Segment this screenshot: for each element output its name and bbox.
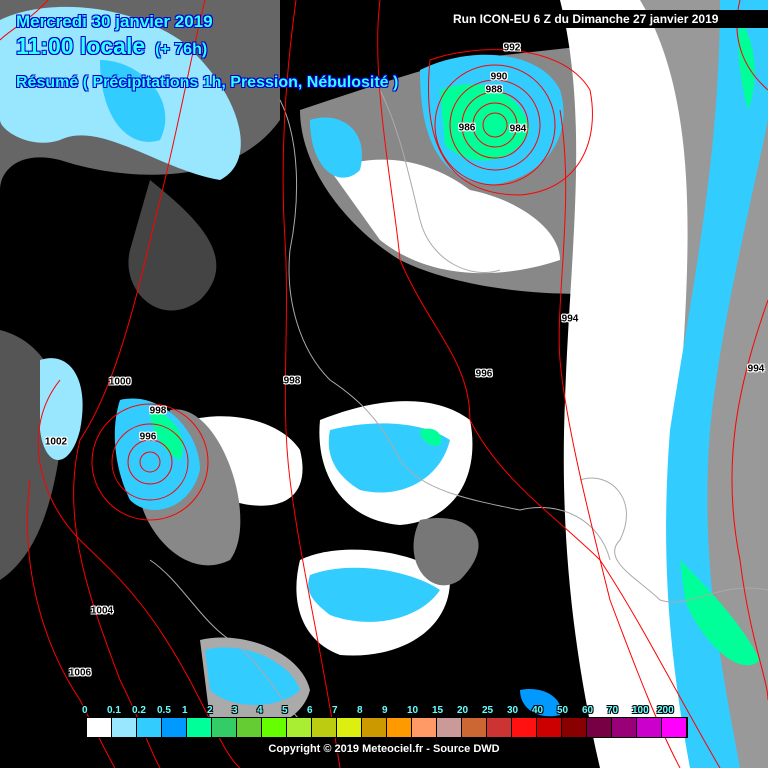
legend-label: 0 [82, 705, 88, 716]
isobar-label: 994 [747, 363, 765, 375]
local-time: 11:00 locale [16, 33, 146, 59]
legend-swatch [637, 718, 662, 737]
legend-swatch [387, 718, 412, 737]
legend-label: 5 [282, 705, 288, 716]
legend-label: 200 [657, 705, 674, 716]
legend-swatch [562, 718, 587, 737]
legend-label: 50 [557, 705, 569, 716]
legend-color-scale [86, 717, 688, 738]
forecast-date: Mercredi 30 janvier 2019 [16, 12, 213, 31]
legend-swatch [512, 718, 537, 737]
legend-label: 100 [632, 705, 649, 716]
legend-label: 25 [482, 705, 494, 716]
legend-swatch [187, 718, 212, 737]
legend-label: 6 [307, 705, 313, 716]
legend-label: 10 [407, 705, 419, 716]
legend-labels: 0 0.1 0.2 0.5 1 2 3 4 5 6 7 8 9 10 15 20 25 30 40 50 60 70 100… [82, 705, 688, 716]
legend-label: 8 [357, 705, 363, 716]
isobar-label: 1006 [68, 667, 92, 679]
isobar-label: 986 [458, 122, 476, 134]
legend-swatch [362, 718, 387, 737]
legend-swatch [412, 718, 437, 737]
legend-swatch [612, 718, 637, 737]
legend-swatch [487, 718, 512, 737]
copyright: Copyright © 2019 Meteociel.fr - Source D… [268, 743, 500, 755]
isobar-label: 990 [490, 71, 508, 83]
legend-label: 60 [582, 705, 594, 716]
legend-label: 15 [432, 705, 444, 716]
precipitation-legend: 0 0.1 0.2 0.5 1 2 3 4 5 6 7 8 9 10 15 20 25 30 40 50 60 70 100… [82, 705, 688, 738]
legend-swatch [662, 718, 687, 737]
isobar-label: 992 [503, 42, 521, 54]
legend-swatch [162, 718, 187, 737]
coastlines [149, 89, 768, 721]
isobar-label: 996 [139, 431, 157, 443]
legend-swatch [337, 718, 362, 737]
legend-label: 7 [332, 705, 338, 716]
legend-swatch [87, 718, 112, 737]
legend-swatch [437, 718, 462, 737]
legend-swatch [212, 718, 237, 737]
legend-swatch [587, 718, 612, 737]
isobar-label: 1000 [108, 376, 132, 388]
legend-label: 40 [532, 705, 544, 716]
isobar-label: 1002 [44, 436, 68, 448]
legend-swatch [287, 718, 312, 737]
isobar-label: 998 [283, 375, 301, 387]
legend-label: 30 [507, 705, 519, 716]
legend-swatch [312, 718, 337, 737]
forecast-time: 11:00 locale (+ 76h) [16, 33, 207, 60]
isobar-label: 1004 [90, 605, 114, 617]
isobar-label: 998 [149, 405, 167, 417]
isobar-label: 988 [485, 84, 503, 96]
isobar-label: 984 [509, 123, 527, 135]
legend-label: 20 [457, 705, 469, 716]
legend-swatch [112, 718, 137, 737]
isobar-label: 994 [561, 313, 579, 325]
legend-label: 0.1 [107, 705, 121, 716]
legend-swatch [262, 718, 287, 737]
legend-label: 1 [182, 705, 188, 716]
model-run-info: Run ICON-EU 6 Z du Dimanche 27 janvier 2… [448, 10, 768, 28]
legend-swatch [462, 718, 487, 737]
legend-label: 0.2 [132, 705, 146, 716]
legend-swatch [137, 718, 162, 737]
lead-time: (+ 76h) [155, 41, 208, 58]
legend-label: 0.5 [157, 705, 171, 716]
isobar-label: 996 [475, 368, 493, 380]
legend-label: 3 [232, 705, 238, 716]
legend-label: 9 [382, 705, 388, 716]
map-summary-title: Résumé ( Précipitations 1h, Pression, Né… [16, 74, 399, 91]
legend-label: 70 [607, 705, 619, 716]
legend-label: 4 [257, 705, 263, 716]
legend-label: 2 [207, 705, 213, 716]
legend-swatch [237, 718, 262, 737]
legend-swatch [537, 718, 562, 737]
